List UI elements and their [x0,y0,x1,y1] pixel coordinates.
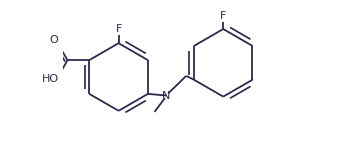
Text: F: F [220,11,226,21]
Text: O: O [50,35,58,45]
Text: HO: HO [42,74,59,84]
Text: N: N [162,91,171,101]
Text: F: F [115,24,122,34]
